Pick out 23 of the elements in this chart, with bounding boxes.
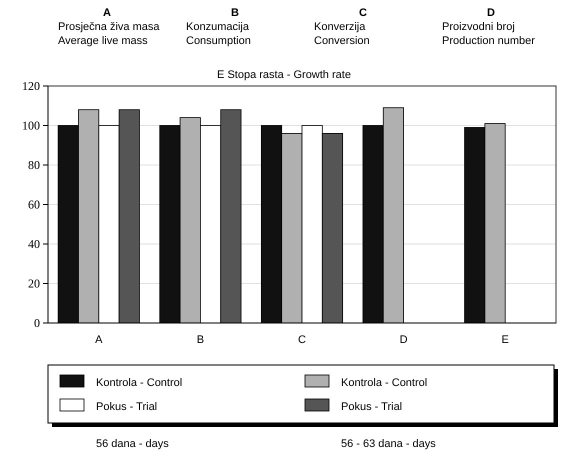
y-tick-label: 0 [34, 316, 40, 330]
legend-label: Kontrola - Control [341, 377, 428, 389]
y-tick-label: 40 [28, 237, 40, 251]
y-tick-label: 100 [22, 118, 40, 132]
y-tick-label: 60 [28, 198, 40, 212]
legend-label: Pokus - Trial [96, 401, 158, 413]
y-tick-label: 20 [28, 276, 40, 290]
text: A Prosječna živa masa Average live mass [58, 7, 160, 47]
y-tick-label: 120 [22, 79, 40, 93]
text: 56 - 63 dana - days [341, 438, 436, 450]
text: E Stopa rasta - Growth rate [217, 69, 351, 81]
legend-label: Kontrola - Control [96, 377, 182, 389]
text: C Konverzija Conversion [314, 7, 370, 47]
x-tick-label: D [400, 334, 408, 346]
text: B Konzumacija Consumption [186, 7, 251, 47]
x-tick-label: A [95, 334, 104, 346]
y-tick-label: 80 [28, 158, 40, 172]
legend-label: Pokus - Trial [341, 401, 402, 413]
text: 56 dana - days [96, 438, 170, 450]
x-tick-label: C [298, 334, 306, 346]
x-tick-label: E [502, 334, 509, 346]
text: D Proizvodni broj Production number [442, 7, 536, 47]
x-tick-label: B [196, 334, 204, 346]
